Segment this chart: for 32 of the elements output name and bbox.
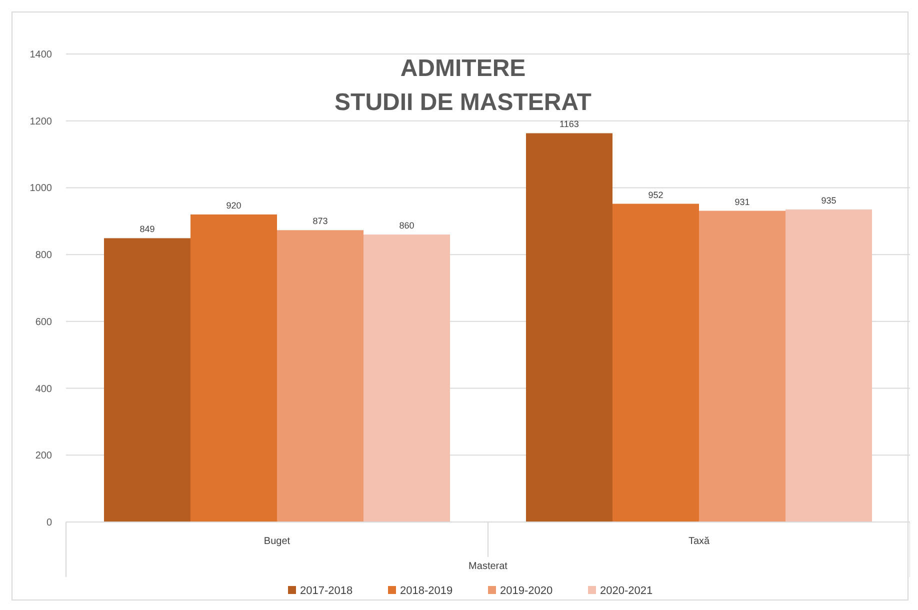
- bar: [364, 234, 450, 522]
- x-tick-label: Buget: [264, 536, 290, 547]
- data-label: 873: [312, 216, 328, 226]
- data-label: 849: [140, 224, 155, 234]
- bar: [526, 133, 612, 522]
- y-tick-label: 600: [35, 316, 52, 328]
- y-tick-label: 1400: [30, 50, 52, 60]
- data-label: 1163: [560, 119, 579, 130]
- legend-label: 2018-2019: [400, 584, 453, 597]
- y-tick-label: 1200: [30, 116, 52, 128]
- legend-label: 2017-2018: [300, 584, 353, 597]
- data-label: 952: [648, 190, 664, 200]
- bar: [786, 209, 872, 522]
- data-label: 860: [399, 220, 414, 231]
- bar: [699, 210, 786, 522]
- y-tick-label: 1000: [30, 183, 52, 194]
- bar: [277, 230, 364, 522]
- data-label: 920: [226, 200, 242, 210]
- legend-label: 2019-2020: [500, 584, 553, 597]
- bar: [190, 214, 277, 522]
- text: ADMITERE STUDII DE MASTERAT: [334, 55, 592, 116]
- y-tick-label: 0: [46, 518, 52, 528]
- y-tick-label: 400: [35, 384, 52, 395]
- x-tick-label: Taxă: [688, 536, 710, 547]
- y-tick-label: 200: [35, 450, 52, 462]
- legend-label: 2020-2021: [600, 584, 653, 597]
- bar: [104, 238, 190, 522]
- x-axis-title: Masterat: [468, 561, 508, 572]
- data-label: 931: [734, 196, 750, 207]
- data-label: 935: [821, 195, 836, 206]
- y-tick-label: 800: [35, 250, 52, 262]
- bar: [612, 204, 699, 522]
